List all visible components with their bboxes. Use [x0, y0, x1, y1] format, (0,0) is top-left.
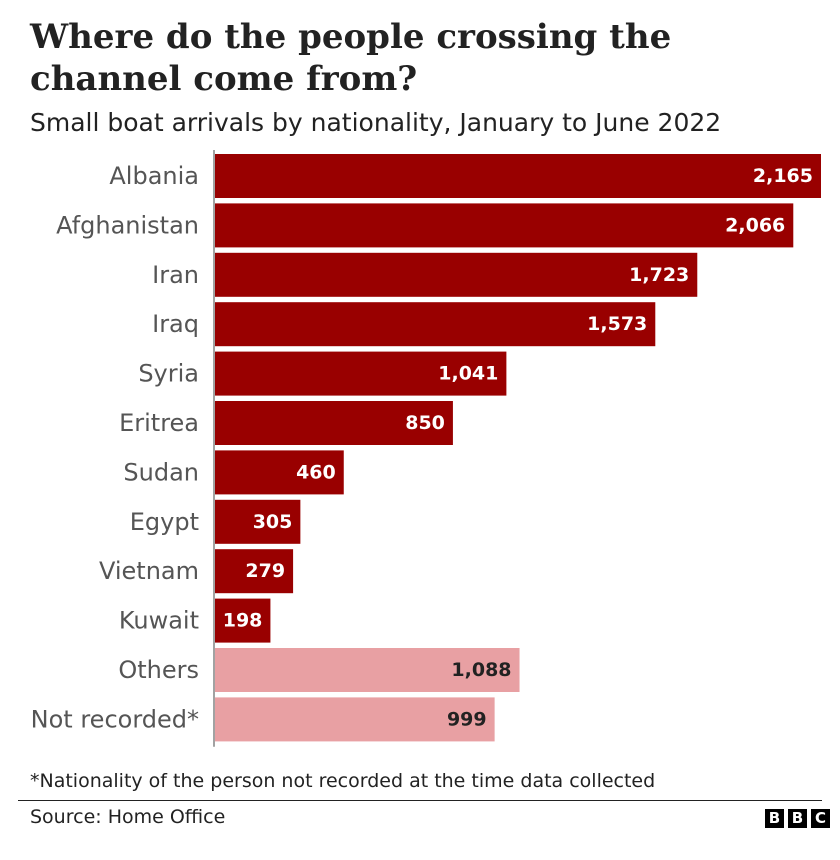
value-label: 1,041	[438, 363, 498, 385]
category-label: Iraq	[152, 310, 199, 338]
bar	[215, 203, 794, 248]
bar	[215, 450, 344, 495]
chart-title: Where do the people crossing the channel…	[30, 17, 672, 99]
value-label: 850	[405, 412, 445, 434]
value-label: 2,165	[753, 165, 813, 187]
bar	[215, 499, 301, 544]
category-label: Egypt	[130, 508, 199, 536]
chart-subtitle: Small boat arrivals by nationality, Janu…	[30, 108, 722, 137]
bar-chart: Albania 2,165 Afghanistan 2,066 Iran 1,723 Ira…	[31, 150, 821, 747]
bar	[215, 401, 453, 445]
value-label: 1,573	[587, 313, 647, 335]
category-label: Syria	[138, 360, 199, 388]
bar	[215, 697, 495, 742]
category-label: Afghanistan	[56, 211, 199, 239]
logo-letter: C	[811, 809, 830, 828]
bar	[215, 549, 294, 594]
bar	[215, 302, 656, 347]
category-label: Not recorded*	[31, 705, 199, 733]
category-label: Sudan	[123, 458, 199, 486]
bar	[215, 351, 507, 396]
bbc-logo: B B C	[765, 809, 830, 828]
bar	[215, 598, 271, 643]
footnote: *Nationality of the person not recorded …	[30, 770, 656, 792]
category-label: Vietnam	[99, 557, 199, 585]
logo-letter: B	[765, 809, 784, 828]
value-label: 279	[245, 560, 285, 582]
value-label: 2,066	[725, 214, 785, 236]
bar	[215, 252, 698, 297]
value-label: 1,088	[451, 659, 511, 681]
category-label: Others	[118, 656, 199, 684]
category-label: Iran	[152, 261, 199, 289]
value-label: 1,723	[629, 264, 689, 286]
category-label: Eritrea	[119, 409, 199, 437]
value-label: 460	[296, 461, 336, 483]
footer-divider	[18, 800, 822, 801]
value-label: 999	[447, 708, 487, 730]
value-label: 198	[223, 610, 263, 632]
bar	[215, 154, 821, 198]
source-note: Source: Home Office	[30, 806, 226, 828]
logo-letter: B	[788, 809, 807, 828]
category-label: Albania	[109, 162, 199, 190]
category-label: Kuwait	[119, 607, 199, 635]
value-label: 305	[253, 511, 293, 533]
bar	[215, 648, 520, 692]
